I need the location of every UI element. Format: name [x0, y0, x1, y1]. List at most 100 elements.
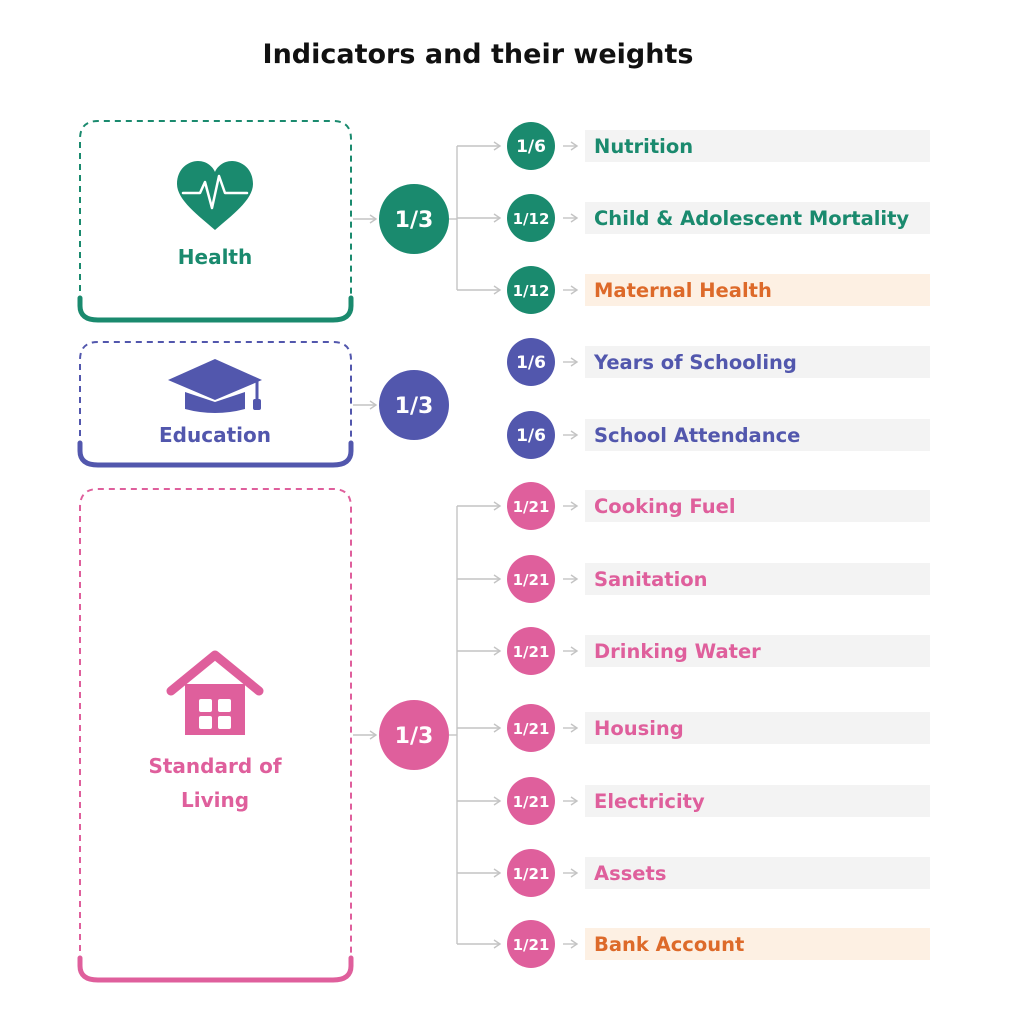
cap-tassel [253, 399, 261, 410]
label-arrow [570, 430, 579, 440]
indicator-name: Housing [594, 717, 684, 740]
indicator-label-bg [585, 857, 930, 889]
branch-arrow [493, 501, 502, 511]
indicator-label-bg [585, 928, 930, 960]
indicator-label-bg [585, 785, 930, 817]
branch-arrow [493, 574, 502, 584]
dimension-weight-label: 1/3 [395, 724, 434, 749]
indicator-weight-label: 1/21 [513, 865, 550, 883]
indicator-row: 1/21 Assets [457, 849, 930, 897]
window-pane [218, 699, 231, 712]
house-roof [166, 650, 264, 696]
indicator-weight-circle [507, 920, 555, 968]
label-arrow [570, 357, 579, 367]
indicator-row: 1/6 Nutrition [457, 122, 930, 170]
indicator-row: 1/21 Bank Account [457, 920, 930, 968]
branch-arrow [493, 939, 502, 949]
indicator-row: 1/21 Sanitation [457, 555, 930, 603]
window-pane [199, 716, 212, 729]
label-arrow [570, 213, 579, 223]
indicator-name: Assets [594, 862, 666, 885]
branch-arrow [493, 723, 502, 733]
indicator-label-bg [585, 202, 930, 234]
dimension-weight-circle [379, 370, 449, 440]
indicator-label-bg [585, 346, 930, 378]
indicator-weight-circle [507, 266, 555, 314]
connector-arrow [369, 214, 378, 224]
dimension-frame [79, 120, 352, 302]
label-arrow [570, 574, 579, 584]
diagram-title: Indicators and their weights [263, 39, 694, 70]
label-arrow [570, 939, 579, 949]
connector-arrow [369, 400, 378, 410]
branch-arrow [493, 213, 502, 223]
cap-board [168, 359, 262, 400]
indicator-weight-circle [507, 411, 555, 459]
indicator-name: Sanitation [594, 568, 708, 591]
indicator-label-bg [585, 563, 930, 595]
indicator-weight-circle [507, 777, 555, 825]
indicator-label-bg [585, 419, 930, 451]
indicator-label-bg [585, 712, 930, 744]
indicator-row: 1/21 Drinking Water [457, 627, 930, 675]
branch-arrow [493, 646, 502, 656]
indicator-row: 1/12 Child & Adolescent Mortality [457, 194, 930, 242]
indicator-row: 1/6 School Attendance [507, 411, 930, 459]
dimension-health: Health 1/3 1/6 Nutrition 1/12 Child & Adolesc… [77, 120, 930, 323]
indicator-row: 1/12 Maternal Health [457, 266, 930, 314]
indicator-weight-label: 1/6 [516, 137, 546, 157]
dimension-education: Education 1/3 1/6 Years of Schooling 1/6 Scho… [77, 338, 930, 468]
indicator-name: School Attendance [594, 424, 800, 447]
label-arrow [570, 646, 579, 656]
indicator-label-bg [585, 490, 930, 522]
house-icon [166, 650, 264, 735]
indicator-weight-label: 1/21 [513, 793, 550, 811]
indicator-label-bg [585, 274, 930, 306]
indicator-row: 1/21 Cooking Fuel [457, 482, 930, 530]
dimension-frame [79, 341, 352, 447]
label-arrow [570, 501, 579, 511]
indicator-name: Years of Schooling [593, 351, 797, 374]
pulse-line [181, 174, 249, 210]
indicator-weight-label: 1/6 [516, 426, 546, 446]
dimension-label: Standard of [148, 754, 281, 778]
indicator-weight-label: 1/12 [513, 282, 550, 300]
indicator-weight-circle [507, 849, 555, 897]
indicator-weight-label: 1/21 [513, 720, 550, 738]
label-arrow [570, 723, 579, 733]
indicator-name: Child & Adolescent Mortality [594, 207, 909, 230]
indicator-weight-label: 1/21 [513, 498, 550, 516]
house-body [185, 684, 245, 735]
dimension-bracket [77, 955, 354, 983]
indicator-name: Cooking Fuel [594, 495, 736, 518]
dimension-label: Health [178, 245, 252, 269]
indicator-name: Electricity [594, 790, 705, 813]
dimension-frame [79, 488, 352, 962]
indicator-name: Nutrition [594, 135, 693, 158]
indicator-label-bg [585, 130, 930, 162]
label-arrow [570, 868, 579, 878]
dimension-weight-circle [379, 700, 449, 770]
label-arrow [570, 796, 579, 806]
indicator-weight-label: 1/21 [513, 571, 550, 589]
label-arrow [570, 141, 579, 151]
indicator-name: Drinking Water [594, 640, 761, 663]
indicator-name: Bank Account [594, 933, 744, 956]
dimension-bracket [77, 440, 354, 468]
indicator-row: 1/21 Housing [457, 704, 930, 752]
indicator-weight-label: 1/6 [516, 353, 546, 373]
dimension-weight-label: 1/3 [395, 208, 434, 233]
cap-base [185, 392, 245, 413]
window-pane [218, 716, 231, 729]
indicator-weight-label: 1/21 [513, 936, 550, 954]
indicator-weight-circle [507, 704, 555, 752]
indicator-weight-circle [507, 338, 555, 386]
indicator-row: 1/6 Years of Schooling [507, 338, 930, 386]
heart-pulse-icon [177, 161, 253, 230]
indicator-row: 1/21 Electricity [457, 777, 930, 825]
dimension-bracket [77, 295, 354, 323]
dimension-label: Living [181, 788, 249, 812]
indicator-label-bg [585, 635, 930, 667]
